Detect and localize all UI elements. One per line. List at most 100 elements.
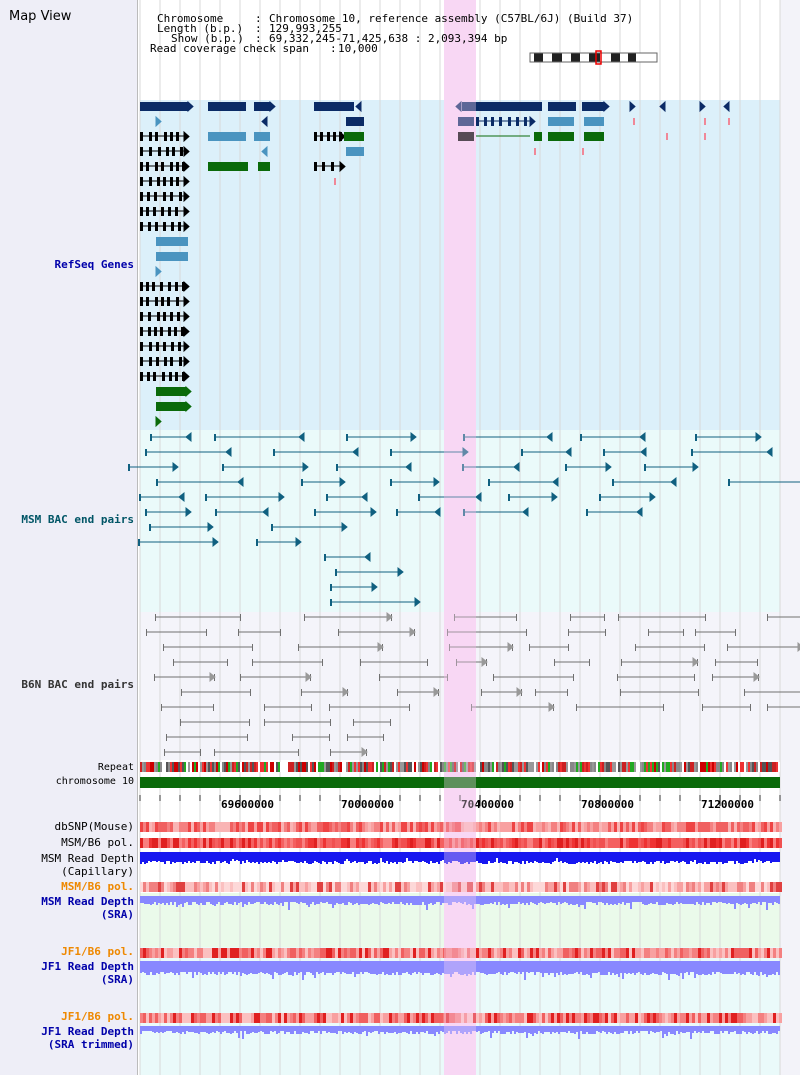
jf1-trimmed-depth-bar	[362, 1026, 364, 1032]
gene-block[interactable]	[458, 117, 474, 126]
dbsnp-heat-cell	[365, 822, 368, 832]
jf1-pol2-heat-cell	[563, 1013, 566, 1023]
msm-capillary-depth-bar	[502, 852, 504, 863]
msm-capillary-depth-bar	[708, 852, 710, 864]
gene-block[interactable]	[156, 252, 188, 261]
gene-block[interactable]	[254, 132, 270, 141]
track-label-chromosome[interactable]: chromosome 10	[55, 776, 134, 787]
track-label-jf1-depth-1[interactable]: JF1 Read Depth	[41, 960, 134, 973]
gene-block[interactable]	[314, 102, 354, 111]
jf1-sra-depth-bar	[306, 961, 308, 972]
track-label-repeat[interactable]: Repeat	[97, 762, 134, 773]
jf1-sra-depth-bar	[176, 961, 178, 973]
repeat-element	[588, 762, 590, 772]
track-label-msm-b6-pol-1[interactable]: MSM/B6 pol.	[61, 836, 134, 849]
jf1-sra-depth-bar	[752, 961, 754, 975]
gene-block[interactable]	[584, 132, 604, 141]
jf1-sra-depth-bar	[508, 961, 510, 973]
gene-block[interactable]	[458, 132, 474, 141]
gene-block[interactable]	[582, 102, 604, 111]
gene-block[interactable]	[346, 147, 364, 156]
msm-pol2-heat-cell	[197, 882, 200, 892]
gene-exon	[146, 162, 149, 171]
gene-block[interactable]	[258, 162, 270, 171]
dbsnp-heat-cell	[224, 822, 227, 832]
gene-block[interactable]	[462, 102, 542, 111]
jf1-trimmed-depth-bar	[772, 1026, 774, 1033]
jf1-trimmed-depth-bar	[686, 1026, 688, 1032]
msm-sra-depth-bar	[336, 896, 338, 903]
jf1-pol-heat-cell	[344, 948, 347, 958]
jf1-trimmed-depth-bar	[314, 1026, 316, 1033]
gene-block[interactable]	[208, 102, 246, 111]
msm-pol2-heat-cell	[569, 882, 572, 892]
gene-block[interactable]	[156, 387, 186, 396]
msm-sra-depth-bar	[736, 896, 738, 903]
jf1-pol2-heat-cell	[422, 1013, 425, 1023]
gene-block[interactable]	[548, 102, 576, 111]
gene-block[interactable]	[254, 102, 270, 111]
jf1-pol2-heat-cell	[302, 1013, 305, 1023]
jf1-pol2-heat-cell	[284, 1013, 287, 1023]
msm-capillary-depth-bar	[716, 852, 718, 864]
track-label-jf1-trim-1[interactable]: JF1 Read Depth	[41, 1025, 134, 1038]
gene-exon	[178, 222, 181, 231]
chromosome-bar[interactable]	[140, 777, 780, 788]
gene-block[interactable]	[156, 402, 186, 411]
track-label-msm-b6-pol-2[interactable]: MSM/B6 pol.	[61, 880, 134, 893]
repeat-element	[684, 762, 686, 772]
track-label-msm-depth-sra-1[interactable]: MSM Read Depth	[41, 895, 134, 908]
msm-pol2-heat-cell	[434, 882, 437, 892]
jf1-pol-heat-cell	[209, 948, 212, 958]
msm-capillary-depth-bar	[322, 852, 324, 861]
repeat-element	[264, 762, 266, 772]
gene-block[interactable]	[344, 132, 364, 141]
jf1-sra-depth-bar	[264, 961, 266, 974]
jf1-pol2-heat-cell	[491, 1013, 494, 1023]
jf1-pol2-heat-cell	[731, 1013, 734, 1023]
jf1-pol-heat-cell	[737, 948, 740, 958]
gene-block[interactable]	[548, 117, 574, 126]
gene-exon	[314, 132, 317, 141]
repeat-element	[296, 762, 298, 772]
track-label-dbsnp[interactable]: dbSNP(Mouse)	[54, 820, 134, 833]
msm-capillary-depth-bar	[754, 852, 756, 859]
repeat-element	[742, 762, 744, 772]
repeat-element	[516, 762, 518, 772]
track-label-jf1-pol-1[interactable]: JF1/B6 pol.	[61, 945, 134, 958]
b6n-bac-end	[767, 704, 768, 711]
dbsnp-heat-cell	[389, 822, 392, 832]
gene-block[interactable]	[548, 132, 574, 141]
jf1-trimmed-depth-bar	[372, 1026, 374, 1032]
b6n-bac-end	[694, 674, 695, 681]
dbsnp-heat-cell	[356, 822, 359, 832]
msm-capillary-depth-bar	[260, 852, 262, 862]
b6n-bac-end	[397, 689, 398, 696]
dbsnp-heat-cell	[626, 822, 629, 832]
gene-block[interactable]	[208, 162, 248, 171]
gene-block[interactable]	[584, 117, 604, 126]
jf1-trimmed-depth-bar	[320, 1026, 322, 1034]
dbsnp-heat-cell	[419, 822, 422, 832]
b6n-bac-end	[164, 749, 165, 756]
msm-capillary-depth-bar	[632, 852, 634, 863]
track-label-msm-depth-cap-1[interactable]: MSM Read Depth	[41, 852, 134, 865]
jf1-trimmed-depth-bar	[520, 1026, 522, 1033]
chromosome-ideogram[interactable]	[529, 52, 658, 63]
gene-block[interactable]	[156, 237, 188, 246]
msm-pol-heat-cell	[377, 838, 380, 848]
gene-block[interactable]	[534, 132, 542, 141]
gene-block[interactable]	[208, 132, 246, 141]
gene-block[interactable]	[346, 117, 364, 126]
dbsnp-heat-cell	[590, 822, 593, 832]
jf1-sra-depth-bar	[680, 961, 682, 973]
track-label-jf1-pol-2[interactable]: JF1/B6 pol.	[61, 1010, 134, 1023]
msm-bac-end	[214, 434, 216, 441]
track-label-refseq[interactable]: RefSeq Genes	[54, 258, 134, 271]
msm-pol2-heat-cell	[662, 882, 665, 892]
gene-block[interactable]	[140, 102, 188, 111]
jf1-trimmed-depth-bar	[440, 1026, 442, 1031]
jf1-sra-depth-bar	[588, 961, 590, 975]
track-label-msm-bac[interactable]: MSM BAC end pairs	[21, 513, 134, 526]
track-label-b6n-bac[interactable]: B6N BAC end pairs	[21, 678, 134, 691]
